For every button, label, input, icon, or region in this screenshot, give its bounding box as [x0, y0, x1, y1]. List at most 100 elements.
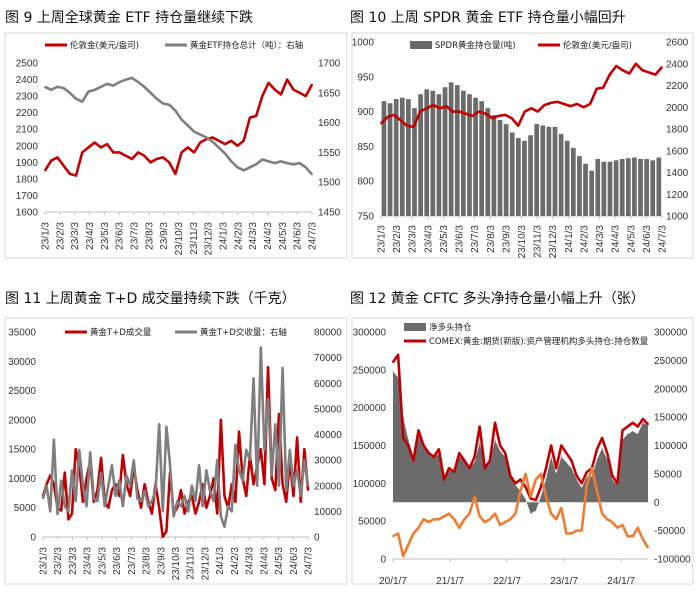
bar	[399, 97, 405, 216]
y-right-tick-label: 1400	[666, 168, 689, 179]
data-point	[260, 346, 262, 349]
bar	[503, 124, 509, 216]
data-point	[216, 459, 219, 461]
bar	[570, 147, 576, 216]
data-point	[586, 484, 588, 487]
legend-label: 黄金T+D交收量：右轴	[200, 327, 287, 338]
data-point	[540, 496, 542, 498]
y-right-tick-label: 1000	[666, 212, 689, 223]
data-point	[504, 114, 506, 116]
data-point	[606, 452, 608, 454]
bar	[491, 115, 497, 216]
data-point	[89, 451, 91, 454]
data-point	[261, 158, 264, 161]
data-point	[292, 495, 295, 497]
x-tick-label: 23/3/3	[68, 547, 79, 575]
data-point	[87, 146, 90, 149]
y-right-tick-label: 60000	[314, 379, 342, 390]
x-tick-label: 23/11/3	[533, 225, 544, 258]
data-point	[281, 367, 284, 369]
data-point	[50, 89, 53, 91]
data-point	[44, 169, 46, 172]
x-tick-label: 23/3/3	[408, 225, 419, 253]
data-point	[154, 490, 157, 492]
data-point	[608, 73, 611, 76]
data-point	[611, 474, 614, 477]
data-point	[601, 437, 603, 439]
data-point	[93, 89, 96, 91]
bar	[632, 157, 637, 216]
x-tick-label: 24/4/3	[263, 222, 274, 250]
y-right-tick-label: 20000	[314, 481, 342, 492]
data-point	[621, 69, 624, 72]
data-point	[576, 479, 578, 481]
data-point	[432, 104, 435, 106]
data-point	[169, 464, 171, 467]
data-point	[256, 484, 258, 487]
x-tick-label: 23/11/3	[186, 547, 197, 580]
data-point	[473, 495, 476, 498]
data-point	[230, 510, 233, 513]
y-right-tick-label: 1450	[318, 208, 341, 219]
data-point	[407, 439, 409, 441]
data-point	[85, 505, 88, 508]
data-point	[205, 506, 208, 509]
data-point	[499, 444, 501, 447]
data-point	[524, 486, 527, 488]
data-point	[474, 462, 476, 464]
x-tick-label: 24/2/3	[233, 222, 244, 250]
x-tick-label: 23/6/3	[115, 222, 126, 250]
data-point	[386, 116, 389, 118]
data-point	[267, 160, 270, 163]
y-left-tick-label: 25000	[8, 386, 36, 397]
data-point	[227, 505, 229, 508]
data-point	[621, 524, 624, 526]
legend-label: 黄金T+D成交量	[90, 327, 152, 338]
y-left-tick-label: 2400	[16, 75, 39, 86]
data-point	[267, 366, 269, 368]
data-point	[569, 105, 572, 107]
data-point	[530, 107, 533, 110]
data-point	[586, 476, 588, 478]
y-left-tick-label: 0	[30, 533, 36, 544]
data-point	[281, 483, 284, 486]
area-series	[393, 371, 648, 514]
data-point	[661, 66, 663, 68]
data-point	[74, 500, 77, 502]
y-left-tick-label: 2500	[16, 59, 39, 70]
y-left-tick-label: 800	[357, 177, 374, 188]
data-point	[471, 115, 474, 117]
data-point	[187, 510, 190, 513]
data-point	[165, 530, 168, 532]
y-right-tick-label: 300000	[654, 328, 688, 339]
data-point	[412, 459, 415, 462]
chart-title: 图 10 上周 SPDR 黄金 ETF 持仓量小幅回升	[350, 9, 626, 26]
data-point	[285, 501, 288, 503]
data-point	[75, 97, 77, 100]
y-right-tick-label: 50000	[314, 404, 342, 415]
data-point	[615, 65, 618, 67]
x-tick-label: 24/1/7	[607, 576, 635, 587]
data-point	[458, 526, 461, 529]
data-point	[286, 162, 288, 164]
data-point	[648, 71, 650, 74]
data-point	[292, 484, 295, 487]
legend-label: SPDR黄金持仓量(吨)	[435, 40, 516, 51]
data-point	[422, 518, 425, 521]
data-point	[125, 474, 128, 477]
data-point	[397, 532, 399, 535]
data-point	[399, 119, 402, 122]
data-point	[647, 425, 649, 427]
data-point	[514, 512, 517, 515]
data-point	[611, 521, 614, 523]
data-point	[63, 505, 66, 508]
bar	[589, 170, 595, 216]
x-tick-label: 24/2/3	[579, 225, 590, 253]
data-point	[151, 512, 153, 515]
data-point	[223, 525, 226, 528]
data-point	[448, 512, 450, 515]
data-point	[494, 512, 496, 515]
data-point	[161, 536, 164, 538]
data-point	[560, 444, 563, 447]
data-point	[165, 426, 168, 428]
